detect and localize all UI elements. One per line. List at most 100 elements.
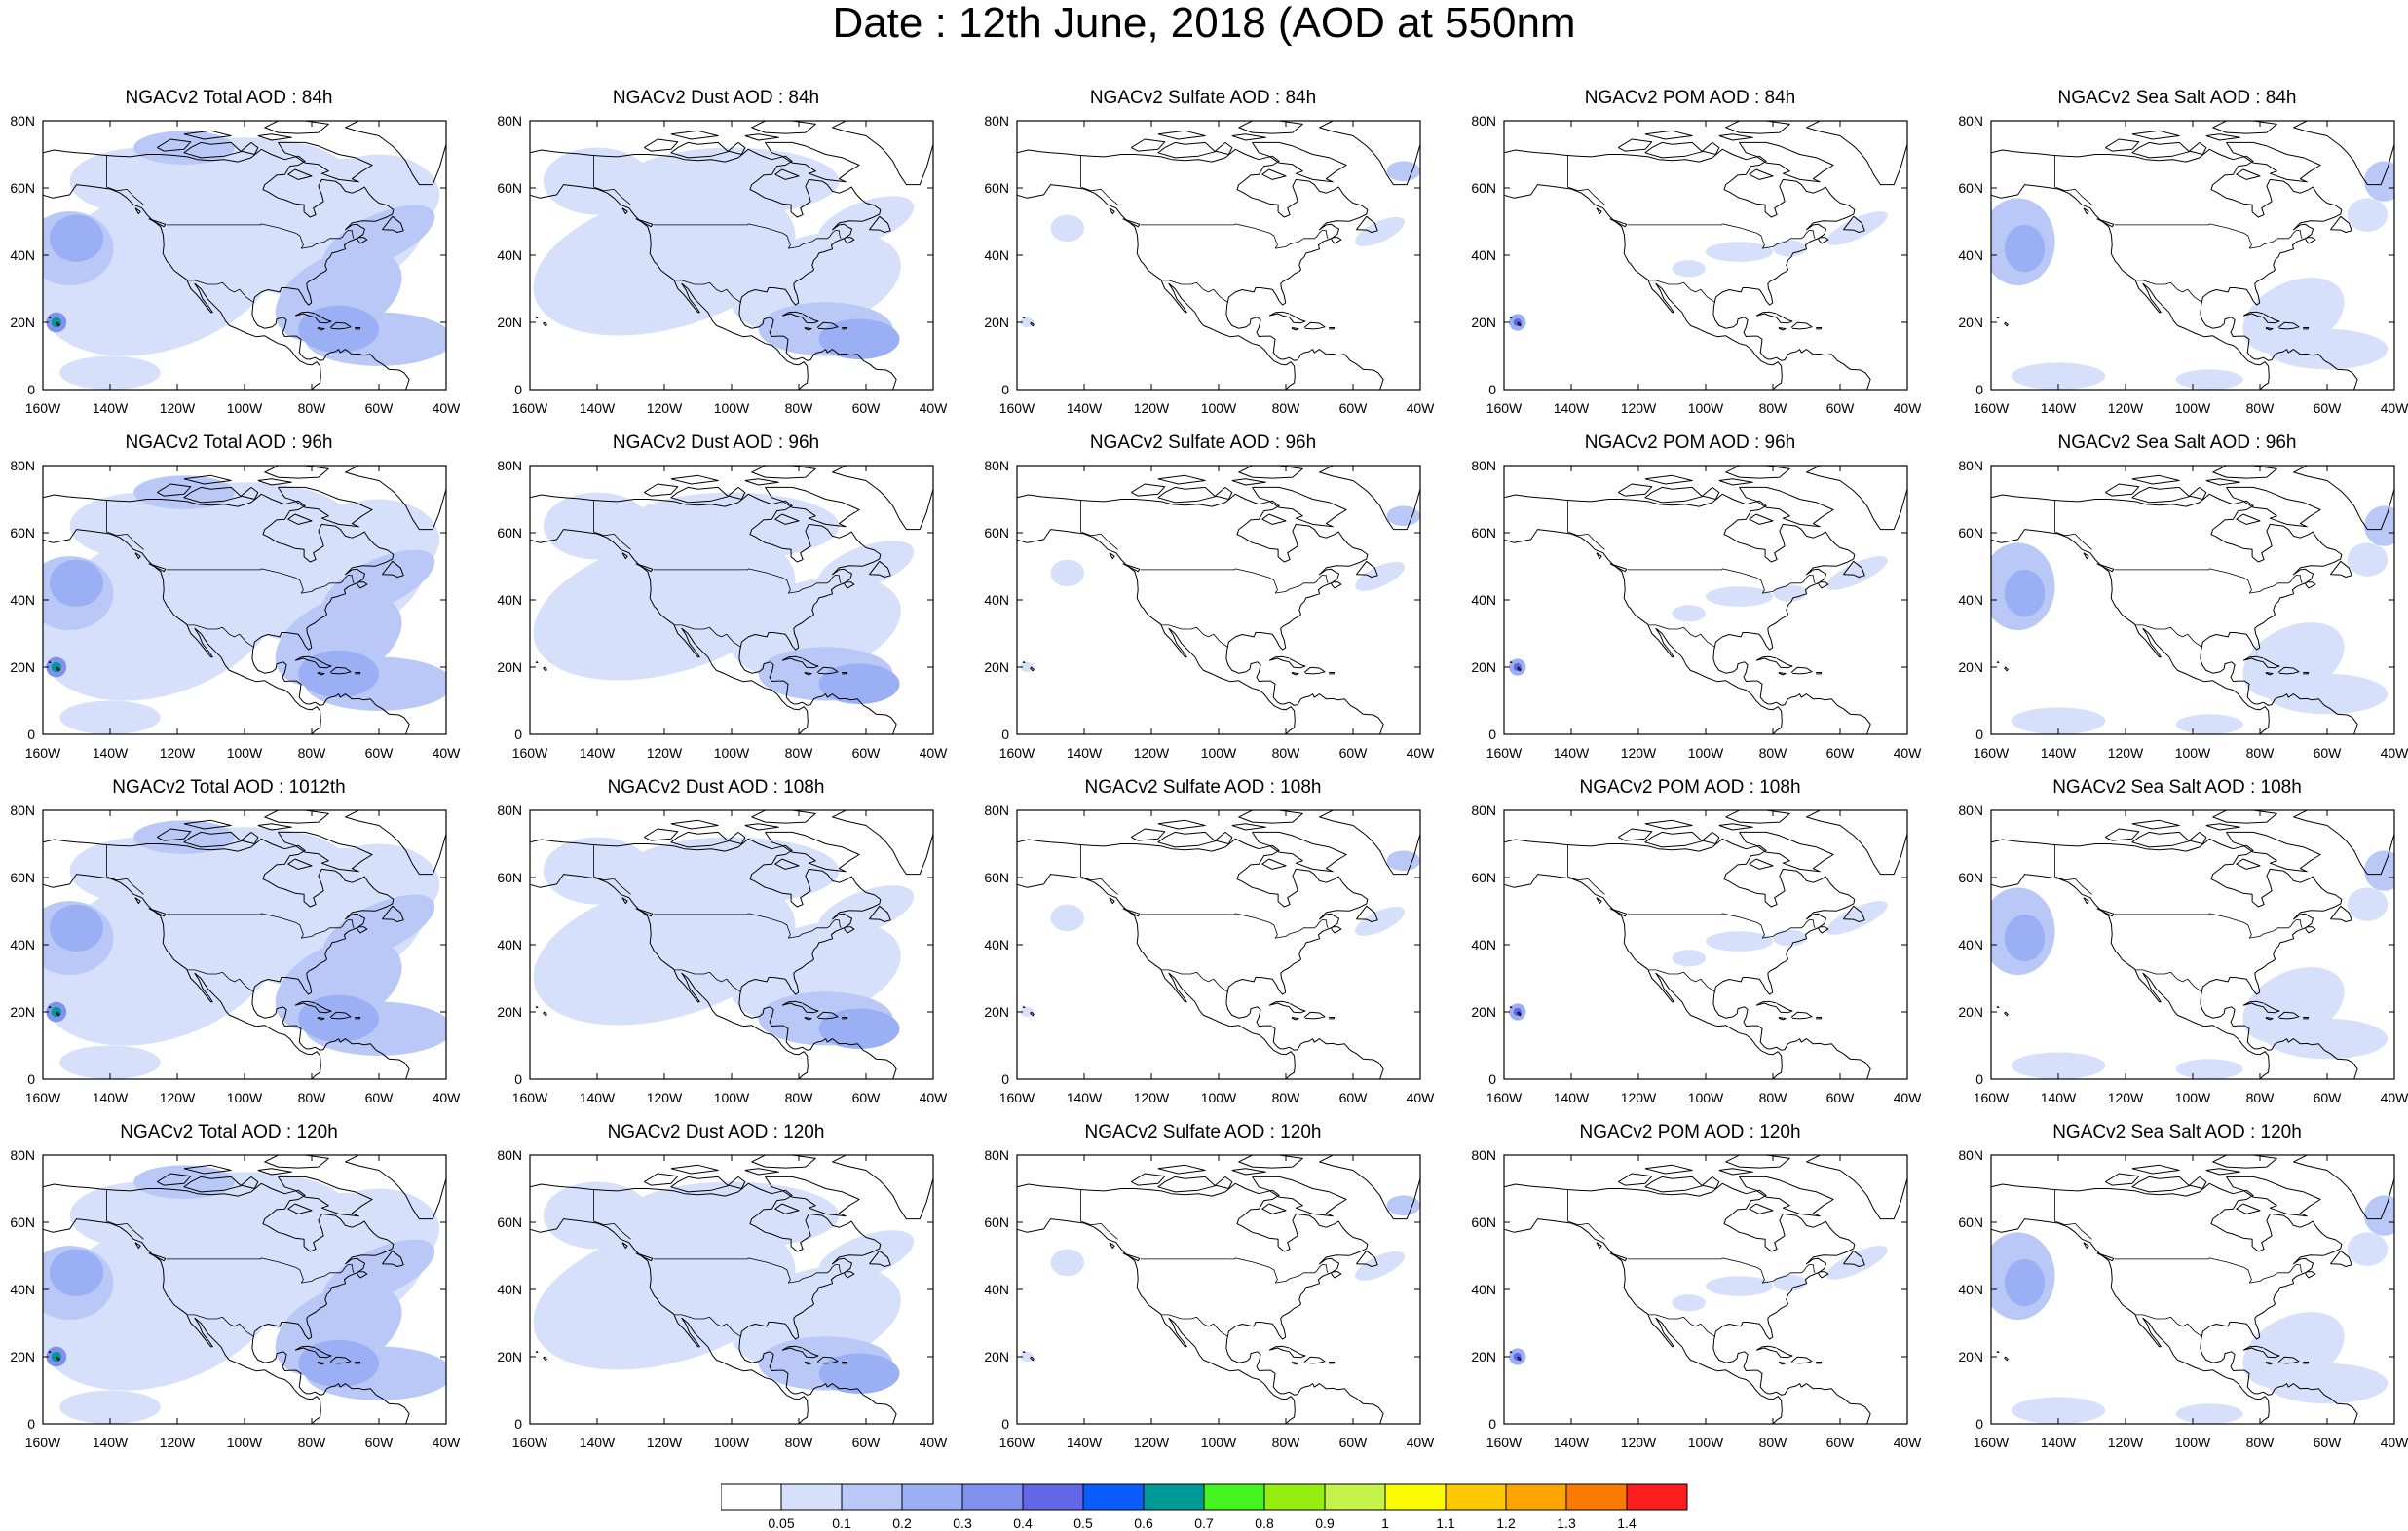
coastline — [1749, 1203, 1774, 1214]
map-panel-pom-108h: NGACv2 POM AOD : 108h 160W 140W 120W 100W 80W… — [1461, 777, 1922, 1113]
coastline — [1157, 141, 1216, 159]
lon-tick-label: 120W — [2108, 745, 2144, 761]
lat-tick-label: 40N — [984, 592, 1009, 608]
lon-tick-label: 160W — [512, 745, 548, 761]
coastline — [530, 1218, 809, 1424]
aod-region — [133, 475, 235, 509]
aod-region — [1050, 1249, 1084, 1277]
coastline — [278, 831, 373, 873]
coastline — [2189, 487, 2207, 500]
aod-region — [1020, 661, 1035, 673]
coastline — [1303, 321, 1326, 330]
panel-title: NGACv2 Dust AOD : 96h — [612, 432, 820, 453]
aod-region — [2363, 161, 2394, 202]
aod-region — [1513, 1007, 1522, 1017]
lon-tick-label: 160W — [999, 745, 1035, 761]
aod-shading — [533, 147, 915, 359]
aod-region — [49, 904, 104, 952]
coastline — [2330, 1250, 2352, 1267]
lat-tick-label: 80N — [984, 113, 1009, 129]
lon-tick-label: 40W — [1407, 1090, 1436, 1105]
coastline — [2226, 141, 2321, 183]
lat-tick-label: 60N — [10, 525, 35, 541]
lat-tick-label: 0 — [1001, 382, 1009, 397]
aod-region — [51, 1006, 61, 1018]
lon-tick-label: 140W — [1067, 745, 1103, 761]
aod-shading — [1991, 850, 2394, 1079]
map-axes: 160W 140W 120W 100W 80W 60W 40W 0 20N 40N 60N 80N — [10, 113, 461, 416]
coastline — [2265, 672, 2274, 676]
lon-tick-label: 120W — [647, 745, 683, 761]
lat-tick-label: 80N — [984, 803, 1009, 818]
aod-map: 160W 140W 120W 100W 80W 60W 40W 0 20N 40N 60N 80N — [1471, 803, 1922, 1105]
lon-tick-label: 40W — [1894, 745, 1923, 761]
coastline — [2236, 513, 2261, 525]
lat-tick-label: 0 — [1975, 382, 1983, 397]
coastline — [816, 321, 839, 330]
coastline — [751, 466, 816, 479]
coastline — [1238, 810, 1303, 824]
lat-tick-label: 0 — [514, 1416, 522, 1432]
coastline — [1718, 1168, 1753, 1176]
coastline — [1215, 832, 1233, 844]
colorbar-swatch — [1626, 1483, 1688, 1511]
aod-region — [1672, 605, 1706, 622]
lon-tick-label: 160W — [1486, 1090, 1523, 1105]
country-border — [1080, 155, 1118, 205]
coastline — [2236, 168, 2261, 180]
coastline — [1618, 828, 1653, 841]
lon-tick-label: 160W — [999, 400, 1035, 416]
aod-region — [1386, 850, 1420, 872]
coastline — [382, 905, 404, 922]
lon-tick-label: 120W — [1134, 400, 1170, 416]
coastline — [1991, 148, 2358, 390]
lat-tick-label: 80N — [497, 458, 522, 473]
aod-region — [1050, 559, 1084, 587]
coastline — [1109, 1242, 1115, 1250]
coastline — [2242, 655, 2280, 669]
coastline — [1778, 672, 1787, 676]
lon-tick-label: 40W — [2381, 400, 2408, 416]
coastline — [241, 1176, 259, 1189]
country-border — [2135, 624, 2202, 648]
coastline — [2096, 1252, 2115, 1262]
lat-tick-label: 80N — [1958, 803, 1983, 818]
country-border — [1648, 1314, 1715, 1337]
aod-region — [2011, 1052, 2106, 1079]
lon-tick-label: 100W — [227, 1090, 263, 1105]
coastline — [530, 1182, 897, 1424]
lon-tick-label: 60W — [365, 1435, 395, 1450]
aod-region — [1672, 260, 1706, 278]
map-axes: 160W 140W 120W 100W 80W 60W 40W 0 20N 40N 60N 80N — [497, 458, 948, 761]
lon-tick-label: 140W — [2041, 1090, 2077, 1105]
country-border — [674, 1314, 741, 1337]
lon-tick-label: 60W — [2314, 1090, 2343, 1105]
coastline — [781, 1345, 819, 1359]
aod-shading — [1020, 505, 1420, 673]
coastline — [2303, 1017, 2310, 1020]
coastline — [294, 1345, 332, 1359]
country-border — [167, 913, 355, 939]
map-panel-seasalt-120h: NGACv2 Sea Salt AOD : 120h 160W 140W 120W 10… — [1948, 1122, 2408, 1458]
coastline — [2096, 908, 2115, 917]
aod-region — [817, 541, 915, 592]
coastline — [816, 1356, 839, 1364]
map-axes: 160W 140W 120W 100W 80W 60W 40W 0 20N 40N 60N 80N — [1958, 803, 2408, 1105]
lat-tick-label: 0 — [1001, 1416, 1009, 1432]
coastline — [1504, 148, 1871, 390]
coastline — [984, 865, 989, 867]
aod-shading — [1020, 1195, 1420, 1363]
colorbar-swatch — [1022, 1483, 1084, 1511]
coastline — [43, 184, 321, 390]
coastline — [1958, 520, 1963, 522]
aod-region — [2004, 569, 2046, 617]
coastline — [329, 321, 352, 330]
lat-tick-label: 40N — [1471, 247, 1496, 263]
coastlines — [530, 810, 933, 1079]
coastline — [670, 130, 719, 140]
coastline — [1991, 529, 2270, 734]
coastline — [1644, 1176, 1703, 1193]
coastline — [1017, 838, 1384, 1079]
lat-tick-label: 0 — [1488, 382, 1496, 397]
coastline — [1319, 121, 1420, 186]
